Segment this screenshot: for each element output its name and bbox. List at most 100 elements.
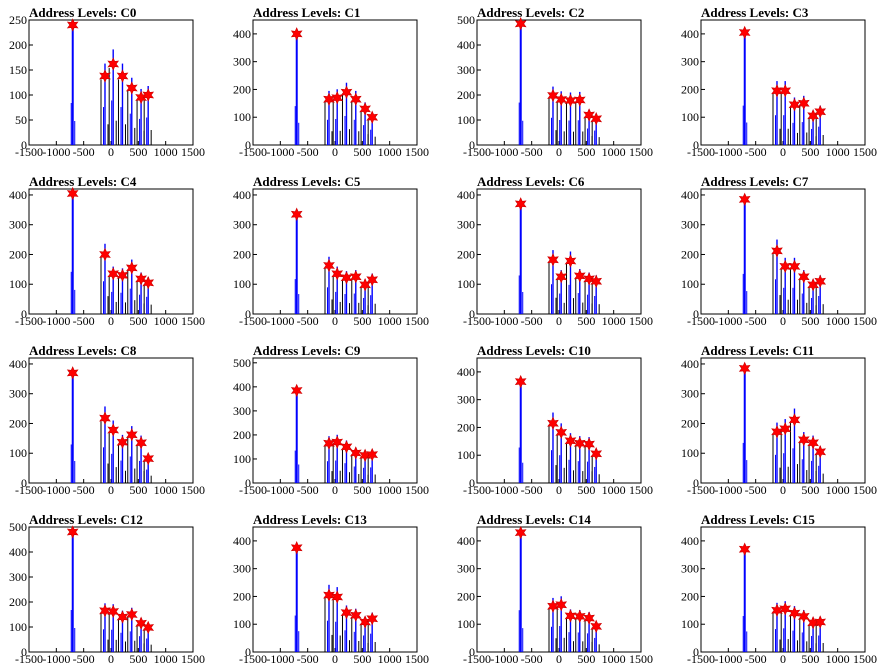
x-tick-label: 500 [129, 652, 147, 666]
x-tick-label: 1000 [154, 145, 178, 159]
x-tick-label: -1000 [266, 145, 294, 159]
plot-frame [700, 188, 866, 315]
peak-marker [779, 84, 792, 98]
y-tick-label: 300 [233, 218, 251, 232]
y-tick-label: 300 [233, 404, 251, 418]
x-tick-label: -1000 [490, 483, 518, 497]
x-tick-label: -1000 [490, 145, 518, 159]
peak-marker [547, 416, 559, 431]
x-tick-label: -1500 [15, 652, 43, 666]
y-tick-label: 500 [457, 13, 475, 27]
x-tick-label: -500 [521, 145, 543, 159]
peak-marker [564, 434, 577, 448]
y-tick-label: 100 [457, 113, 475, 127]
peak-marker [290, 207, 303, 222]
peak-marker [788, 606, 801, 620]
x-tick-label: 0 [556, 652, 562, 666]
peak-marker [125, 428, 138, 442]
y-tick-label: 400 [233, 188, 251, 202]
x-tick-label: 0 [556, 483, 562, 497]
y-tick-label: 200 [457, 88, 475, 102]
x-tick-label: 1500 [405, 145, 429, 159]
x-tick-label: -1000 [266, 483, 294, 497]
chart-title: Address Levels: C10 [477, 343, 591, 358]
y-tick-label: 0 [21, 138, 27, 152]
y-tick-label: 300 [457, 63, 475, 77]
x-tick-label: 0 [332, 652, 338, 666]
peak-marker [514, 525, 527, 540]
x-tick-label: -1500 [463, 483, 491, 497]
y-tick-label: 200 [681, 82, 699, 96]
chart-panel-7: Address Levels: C7 0 100 200 300 400 -1500 -100… [681, 174, 877, 328]
x-tick-label: 1000 [154, 314, 178, 328]
peak-marker [142, 451, 155, 466]
chart-panel-6: Address Levels: C6 0 100 200 300 400 -1500 -100… [457, 174, 653, 328]
y-tick-label: 100 [233, 452, 251, 466]
y-tick-label: 200 [681, 416, 699, 430]
chart-panel-10: Address Levels: C10 0 100 200 300 400 -1500 -10… [457, 343, 653, 497]
x-tick-label: -1500 [15, 483, 43, 497]
x-tick-label: 1000 [378, 314, 402, 328]
peak-marker [340, 85, 353, 99]
peak-marker [116, 268, 129, 283]
x-tick-label: 0 [332, 145, 338, 159]
chart-title: Address Levels: C15 [701, 512, 815, 527]
x-tick-label: -1500 [239, 652, 267, 666]
y-tick-label: 300 [457, 562, 475, 576]
peak-marker [107, 57, 120, 71]
x-tick-label: -1500 [239, 145, 267, 159]
y-tick-label: 400 [681, 534, 699, 548]
chart-title: Address Levels: C12 [29, 512, 143, 527]
x-tick-label: 0 [780, 483, 786, 497]
chart-panel-9: Address Levels: C90100200300400500-1500-… [233, 343, 429, 497]
x-tick-label: -1000 [490, 314, 518, 328]
y-tick-label: 100 [681, 617, 699, 631]
y-tick-label: 500 [9, 520, 27, 534]
y-tick-label: 200 [9, 416, 27, 430]
x-tick-label: -1500 [463, 314, 491, 328]
y-tick-label: 300 [681, 218, 699, 232]
x-tick-label: -1500 [15, 145, 43, 159]
y-tick-label: 0 [21, 307, 27, 321]
chart-panel-11: Address Levels: C11 0 100 200 300 400 -1500 -10… [681, 343, 877, 497]
plot-frame [252, 19, 418, 146]
peak-marker [290, 383, 303, 398]
plot-frame [700, 19, 866, 146]
x-tick-label: -1000 [490, 652, 518, 666]
peak-marker [349, 608, 362, 623]
x-tick-label: 1000 [378, 145, 402, 159]
peak-marker [555, 270, 568, 284]
x-tick-label: 1500 [629, 145, 653, 159]
peak-marker [135, 272, 147, 286]
x-tick-label: 500 [129, 483, 147, 497]
chart-title: Address Levels: C6 [477, 174, 585, 189]
x-tick-label: 500 [801, 314, 819, 328]
x-tick-label: 500 [353, 314, 371, 328]
x-tick-label: 500 [801, 145, 819, 159]
y-tick-label: 100 [9, 446, 27, 460]
x-tick-label: -500 [297, 314, 319, 328]
peak-marker [66, 18, 79, 32]
y-tick-label: 0 [245, 645, 251, 659]
peak-marker [590, 112, 603, 126]
peak-marker [99, 411, 111, 425]
chart-title: Address Levels: C0 [29, 5, 136, 20]
y-tick-label: 200 [233, 82, 251, 96]
y-tick-label: 300 [457, 218, 475, 232]
peak-marker [99, 247, 111, 262]
x-tick-label: 1500 [405, 483, 429, 497]
peak-marker [135, 436, 147, 450]
peak-marker [125, 261, 138, 275]
y-tick-label: 100 [457, 277, 475, 291]
peak-marker [349, 92, 362, 106]
x-tick-label: -1000 [266, 314, 294, 328]
y-tick-label: 0 [245, 307, 251, 321]
y-tick-label: 0 [469, 307, 475, 321]
peak-marker [555, 598, 568, 612]
x-tick-label: -1000 [42, 145, 70, 159]
y-tick-label: 200 [233, 247, 251, 261]
chart-panel-8: Address Levels: C8 0 100 200 300 400 -1500 -100… [9, 343, 205, 497]
x-tick-label: -1000 [714, 145, 742, 159]
x-tick-label: 500 [129, 314, 147, 328]
